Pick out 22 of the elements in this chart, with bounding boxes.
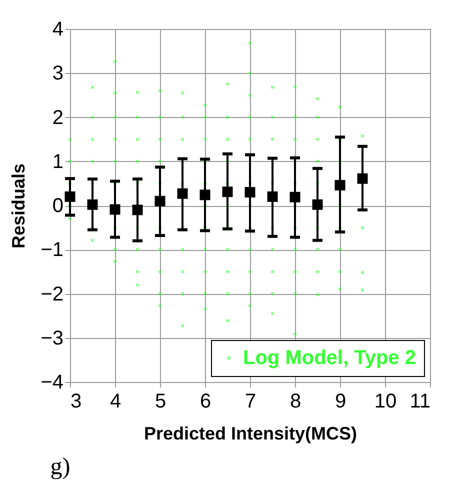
x-axis-title: Predicted Intensity(MCS) [144, 424, 358, 444]
x-tick-label: 7 [244, 390, 256, 412]
x-tick-label: 4 [110, 390, 122, 412]
y-tick-label: 4 [52, 18, 64, 40]
x-tick-label: 8 [290, 390, 302, 412]
legend-label: Log Model, Type 2 [243, 347, 416, 369]
y-tick-label: −3 [40, 327, 64, 350]
y-tick-label: 1 [52, 150, 64, 173]
x-tick-label: 6 [200, 390, 212, 412]
y-tick-label: −2 [40, 283, 64, 306]
x-tick-label: 9 [334, 390, 346, 412]
y-tick-label: 2 [52, 106, 64, 129]
x-tick-label: 10 [374, 390, 397, 412]
text: g) [50, 454, 70, 480]
x-tick-label: 3 [70, 390, 82, 412]
x-tick-label: 11 [410, 390, 430, 412]
x-tick-label: 5 [154, 390, 166, 412]
y-tick-label: −1 [40, 239, 64, 262]
y-tick-label: 0 [52, 195, 64, 217]
y-axis-title: Residuals [8, 163, 29, 249]
y-tick-label: 3 [52, 62, 64, 85]
y-tick-label: −4 [40, 372, 64, 394]
